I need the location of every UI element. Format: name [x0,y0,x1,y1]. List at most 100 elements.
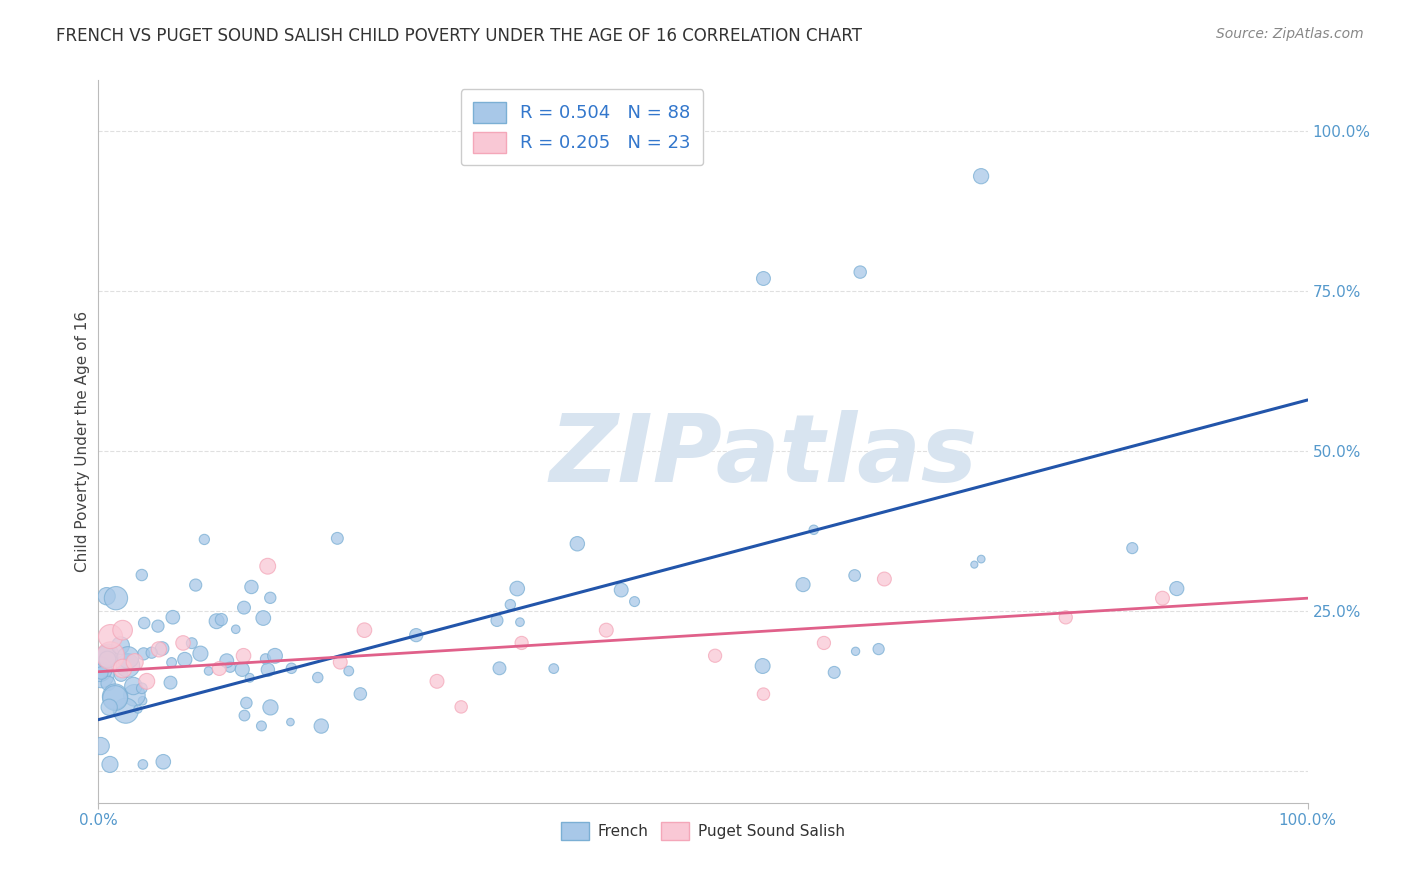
Point [254,652,277,666]
Legend: French, Puget Sound Salish: French, Puget Sound Salish [555,816,851,846]
Point [162,610,184,624]
Point [150,641,173,656]
Point [184,578,207,592]
Point [146,619,169,633]
Point [1121,541,1143,555]
Point [235,696,257,710]
Point [595,623,617,637]
Point [134,615,156,630]
Point [197,664,219,678]
Point [94,649,117,664]
Point [132,757,155,772]
Point [104,591,127,606]
Point [110,667,132,681]
Point [280,661,302,675]
Point [97,676,120,690]
Point [90,739,112,753]
Point [117,658,139,673]
Point [280,714,302,729]
Point [349,687,371,701]
Point [623,594,645,608]
Point [90,668,112,682]
Point [849,265,872,279]
Point [100,648,122,663]
Point [751,659,773,673]
Point [232,648,254,663]
Point [873,572,896,586]
Point [233,600,256,615]
Point [610,582,633,597]
Point [209,613,232,627]
Point [124,655,146,669]
Point [307,671,329,685]
Point [127,702,149,716]
Point [219,660,242,674]
Point [567,537,589,551]
Point [509,615,531,629]
Point [190,647,212,661]
Point [104,690,127,704]
Text: ZIPatlas: ZIPatlas [550,410,977,502]
Point [131,568,153,582]
Point [172,636,194,650]
Point [114,704,136,718]
Point [426,674,449,689]
Point [450,699,472,714]
Point [499,598,522,612]
Point [104,691,127,706]
Point [148,642,170,657]
Point [259,591,281,605]
Point [122,679,145,693]
Text: FRENCH VS PUGET SOUND SALISH CHILD POVERTY UNDER THE AGE OF 16 CORRELATION CHART: FRENCH VS PUGET SOUND SALISH CHILD POVER… [56,27,862,45]
Point [543,662,565,676]
Point [141,646,163,660]
Point [752,687,775,701]
Point [117,650,139,665]
Point [309,719,332,733]
Point [326,532,349,546]
Point [111,661,134,675]
Point [225,622,247,636]
Point [329,655,352,669]
Point [159,675,181,690]
Point [131,681,153,696]
Point [131,694,153,708]
Point [96,589,118,603]
Point [823,665,845,680]
Point [135,674,157,689]
Point [1166,582,1188,596]
Point [970,169,993,184]
Text: Source: ZipAtlas.com: Source: ZipAtlas.com [1216,27,1364,41]
Point [208,661,231,675]
Point [98,757,121,772]
Point [845,644,868,658]
Point [173,652,195,666]
Point [124,689,146,703]
Point [256,559,278,574]
Point [337,664,360,678]
Point [252,611,274,625]
Point [970,552,993,566]
Point [844,568,866,582]
Point [506,582,529,596]
Point [1152,591,1174,606]
Point [259,700,281,714]
Point [792,577,814,591]
Point [488,661,510,675]
Point [193,533,215,547]
Point [963,558,986,572]
Point [250,719,273,733]
Point [510,636,533,650]
Point [96,652,118,666]
Point [405,628,427,642]
Point [96,648,118,662]
Point [1054,610,1077,624]
Point [100,630,122,644]
Point [233,708,256,723]
Point [90,665,112,680]
Point [353,623,375,637]
Point [868,642,890,657]
Point [257,663,280,677]
Point [264,648,287,663]
Point [813,636,835,650]
